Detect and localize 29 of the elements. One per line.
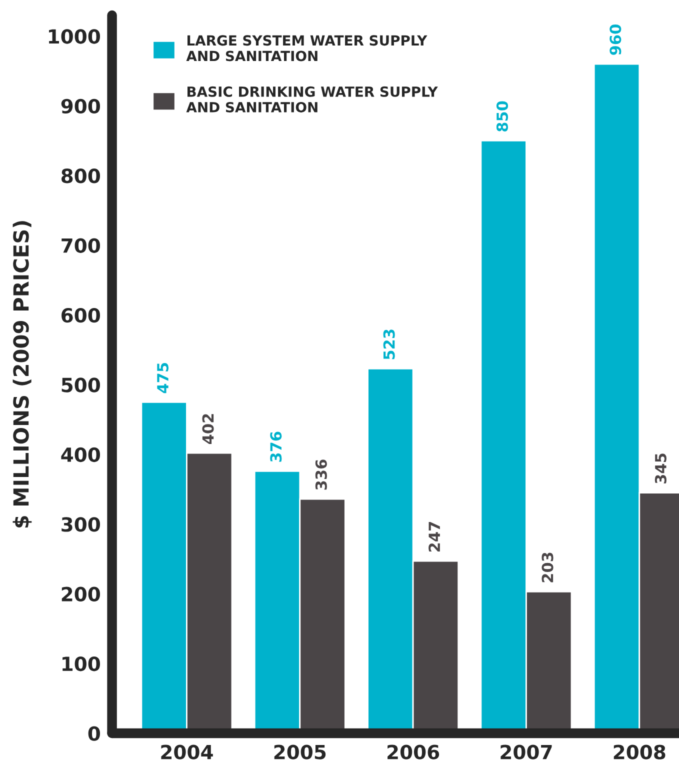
data-label: 203	[542, 552, 554, 582]
data-label: 850	[496, 101, 508, 132]
x-tick-label: 2008	[614, 744, 666, 760]
y-tick-label: 0	[88, 726, 100, 741]
x-tick-label: 2006	[388, 744, 440, 760]
data-label: 402	[202, 414, 214, 444]
y-axis-title: $ MILLIONS (2009 PRICES)	[12, 221, 32, 528]
y-tick-label: 500	[62, 378, 100, 392]
y-tick-label: 100	[62, 656, 100, 672]
y-tick-label: 900	[61, 98, 100, 114]
data-label: 376	[270, 432, 282, 462]
y-tick-label: 700	[62, 238, 100, 253]
x-tick-label: 2004	[161, 744, 213, 760]
data-label: 336	[315, 460, 327, 490]
data-label: 247	[428, 522, 440, 552]
y-tick-label: 600	[62, 308, 100, 323]
data-label: 960	[610, 24, 622, 55]
x-tick-label: 2007	[500, 744, 552, 760]
legend-label: BASIC DRINKING WATER SUPPLY AND SANITATION	[186, 86, 438, 112]
y-tick-label: 800	[62, 168, 100, 184]
data-label: 475	[157, 362, 169, 394]
y-tick-label: 200	[62, 586, 100, 602]
data-label: 523	[383, 330, 395, 360]
y-tick-label: 1000	[49, 29, 100, 44]
legend-label: LARGE SYSTEM WATER SUPPLY AND SANITATION	[186, 35, 428, 62]
y-tick-label: 400	[61, 447, 100, 462]
data-label: 345	[654, 454, 666, 484]
x-tick-label: 2005	[274, 744, 326, 760]
y-tick-label: 300	[62, 517, 100, 532]
